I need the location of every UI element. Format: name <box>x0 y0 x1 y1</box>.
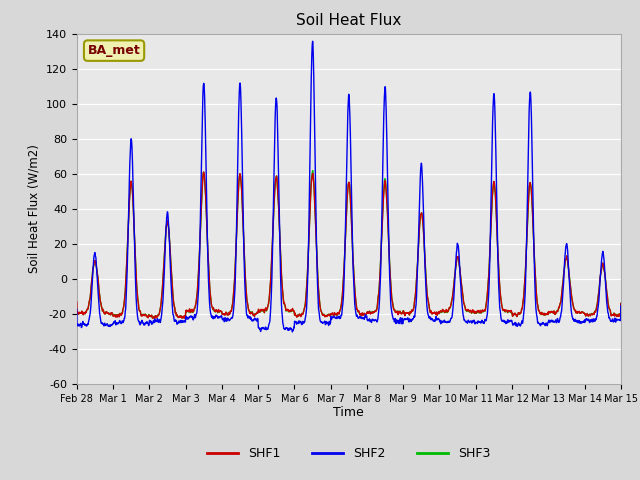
SHF3 <box>471 310 479 315</box>
SHF1 <box>329 310 337 316</box>
SHF1 <box>150 316 158 322</box>
SHF1 <box>471 309 479 315</box>
SHF2 <box>171 318 179 324</box>
Legend: SHF1, SHF2, SHF3: SHF1, SHF2, SHF3 <box>202 443 495 465</box>
SHF1 <box>441 309 449 315</box>
Line: SHF1: SHF1 <box>77 172 621 319</box>
SHF3 <box>329 311 337 316</box>
SHF1 <box>200 169 207 175</box>
Text: BA_met: BA_met <box>88 44 140 57</box>
SHF2 <box>441 319 449 325</box>
Y-axis label: Soil Heat Flux (W/m2): Soil Heat Flux (W/m2) <box>28 144 40 273</box>
SHF3 <box>441 310 449 315</box>
SHF3 <box>150 316 158 322</box>
Line: SHF2: SHF2 <box>77 41 621 332</box>
SHF2 <box>617 303 625 309</box>
SHF1 <box>616 312 624 318</box>
SHF2 <box>308 38 316 44</box>
SHF3 <box>616 312 624 318</box>
SHF2 <box>329 314 337 320</box>
SHF3 <box>73 300 81 305</box>
SHF2 <box>289 329 296 335</box>
Line: SHF3: SHF3 <box>77 170 621 319</box>
SHF3 <box>617 300 625 306</box>
SHF2 <box>73 306 81 312</box>
SHF2 <box>616 318 624 324</box>
SHF3 <box>171 305 179 311</box>
Title: Soil Heat Flux: Soil Heat Flux <box>296 13 401 28</box>
SHF1 <box>502 307 509 313</box>
X-axis label: Time: Time <box>333 407 364 420</box>
SHF2 <box>502 320 509 325</box>
SHF1 <box>73 300 81 305</box>
SHF3 <box>502 308 509 313</box>
SHF1 <box>617 300 625 306</box>
SHF1 <box>171 304 179 310</box>
SHF3 <box>309 168 317 173</box>
SHF2 <box>471 321 479 326</box>
